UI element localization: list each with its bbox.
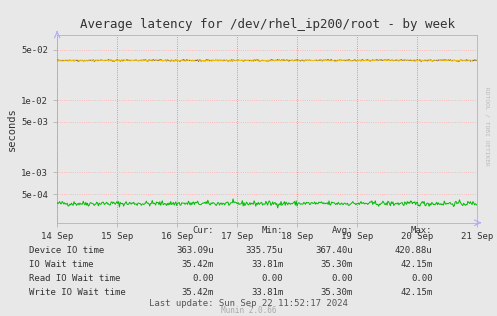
Text: Max:: Max:	[411, 227, 432, 235]
Text: 33.81m: 33.81m	[251, 289, 283, 297]
Text: RDTOOL / TOBI OETIKER: RDTOOL / TOBI OETIKER	[485, 87, 490, 166]
Text: 35.42m: 35.42m	[181, 289, 214, 297]
Text: 367.40u: 367.40u	[315, 246, 353, 255]
Text: 420.88u: 420.88u	[395, 246, 432, 255]
Text: Device IO time: Device IO time	[29, 246, 104, 255]
Text: Last update: Sun Sep 22 11:52:17 2024: Last update: Sun Sep 22 11:52:17 2024	[149, 299, 348, 308]
Text: 35.30m: 35.30m	[321, 289, 353, 297]
Text: IO Wait time: IO Wait time	[29, 260, 93, 269]
Text: Read IO Wait time: Read IO Wait time	[29, 274, 120, 283]
Text: Munin 2.0.66: Munin 2.0.66	[221, 306, 276, 315]
Text: 0.00: 0.00	[331, 274, 353, 283]
Text: 33.81m: 33.81m	[251, 260, 283, 269]
Text: Min:: Min:	[262, 227, 283, 235]
Y-axis label: seconds: seconds	[7, 107, 17, 151]
Title: Average latency for /dev/rhel_ip200/root - by week: Average latency for /dev/rhel_ip200/root…	[80, 18, 455, 31]
Text: 42.15m: 42.15m	[400, 260, 432, 269]
Text: 42.15m: 42.15m	[400, 289, 432, 297]
Text: 0.00: 0.00	[262, 274, 283, 283]
Text: 0.00: 0.00	[411, 274, 432, 283]
Text: 363.09u: 363.09u	[176, 246, 214, 255]
Text: 0.00: 0.00	[192, 274, 214, 283]
Text: 335.75u: 335.75u	[246, 246, 283, 255]
Text: Avg:: Avg:	[331, 227, 353, 235]
Text: Cur:: Cur:	[192, 227, 214, 235]
Text: Write IO Wait time: Write IO Wait time	[29, 289, 126, 297]
Text: 35.42m: 35.42m	[181, 260, 214, 269]
Text: 35.30m: 35.30m	[321, 260, 353, 269]
